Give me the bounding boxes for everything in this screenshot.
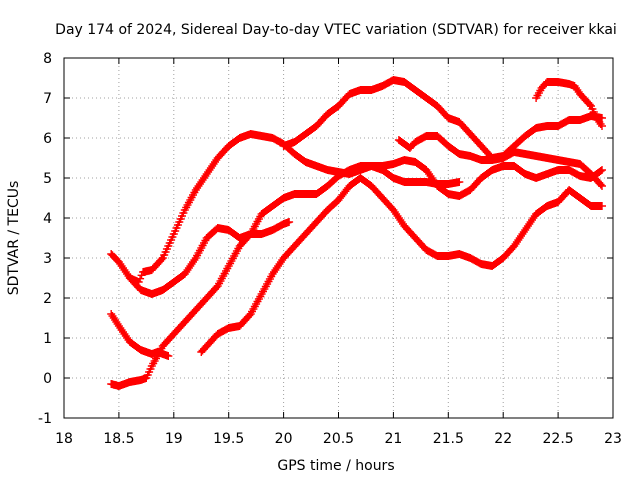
x-tick-label: 18	[55, 431, 73, 447]
marker-trace	[107, 310, 173, 360]
chart-title: Day 174 of 2024, Sidereal Day-to-day VTE…	[55, 22, 617, 38]
data-markers	[107, 76, 606, 390]
series-sat-b	[107, 310, 173, 360]
y-tick-label: 7	[43, 91, 52, 107]
x-axis-label: GPS time / hours	[277, 458, 394, 474]
y-tick-label: -1	[38, 411, 52, 427]
series-sat-g	[394, 132, 606, 190]
x-tick-label: 18.5	[103, 431, 134, 447]
y-tick-label: 8	[43, 51, 52, 67]
x-tick-label: 19.5	[213, 431, 244, 447]
marker-trace	[197, 174, 606, 356]
x-tick-label: 23	[604, 431, 622, 447]
marker-trace	[532, 78, 606, 130]
y-tick-label: 5	[43, 171, 52, 187]
y-tick-label: 1	[43, 331, 52, 347]
x-tick-label: 19	[165, 431, 183, 447]
y-axis-label: SDTVAR / TECUs	[6, 181, 22, 296]
y-tick-label: 2	[43, 291, 52, 307]
x-tick-label: 22.5	[543, 431, 574, 447]
x-tick-label: 20.5	[323, 431, 354, 447]
series-sat-e	[197, 174, 606, 356]
x-tick-label: 20	[275, 431, 293, 447]
y-tick-label: 6	[43, 131, 52, 147]
axis-ticks: 18 18.5 19 19.5 20 20.5 21 21.5 22 22.5 23-1012345…	[38, 51, 622, 447]
y-tick-label: 0	[43, 371, 52, 387]
marker-trace	[125, 162, 464, 298]
x-tick-label: 21	[384, 431, 402, 447]
x-tick-label: 21.5	[433, 431, 464, 447]
series-sat-d	[125, 162, 464, 298]
x-tick-label: 22	[494, 431, 512, 447]
marker-trace	[394, 132, 606, 190]
y-tick-label: 4	[43, 211, 52, 227]
y-tick-label: 3	[43, 251, 52, 267]
series-sat-h	[532, 78, 606, 130]
